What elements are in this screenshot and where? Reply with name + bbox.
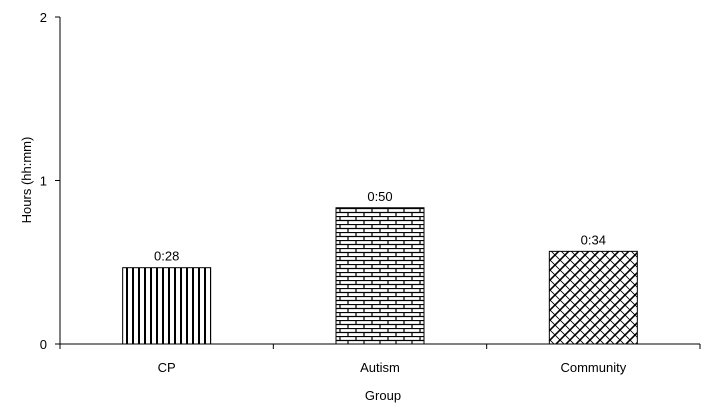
- data-label: 0:28: [154, 249, 179, 264]
- bars: 0:28 0:50 0:34: [122, 189, 638, 345]
- x-category-label: CP: [158, 360, 176, 375]
- x-category-label: Community: [560, 360, 626, 375]
- bar-autism: [335, 207, 425, 345]
- y-tick-label: 2: [40, 10, 47, 25]
- bar-community: [548, 250, 638, 345]
- y-axis: 0 1 2: [40, 10, 61, 352]
- data-label: 0:50: [367, 189, 392, 204]
- x-axis-title: Group: [365, 388, 401, 403]
- y-tick-label: 1: [40, 174, 47, 189]
- x-axis: CP Autism Community: [59, 343, 701, 375]
- data-label: 0:34: [581, 232, 606, 247]
- y-tick-label: 0: [40, 337, 47, 352]
- x-category-label: Autism: [360, 360, 400, 375]
- y-axis-title: Hours (hh:mm): [19, 137, 34, 224]
- bar-cp: [122, 267, 212, 345]
